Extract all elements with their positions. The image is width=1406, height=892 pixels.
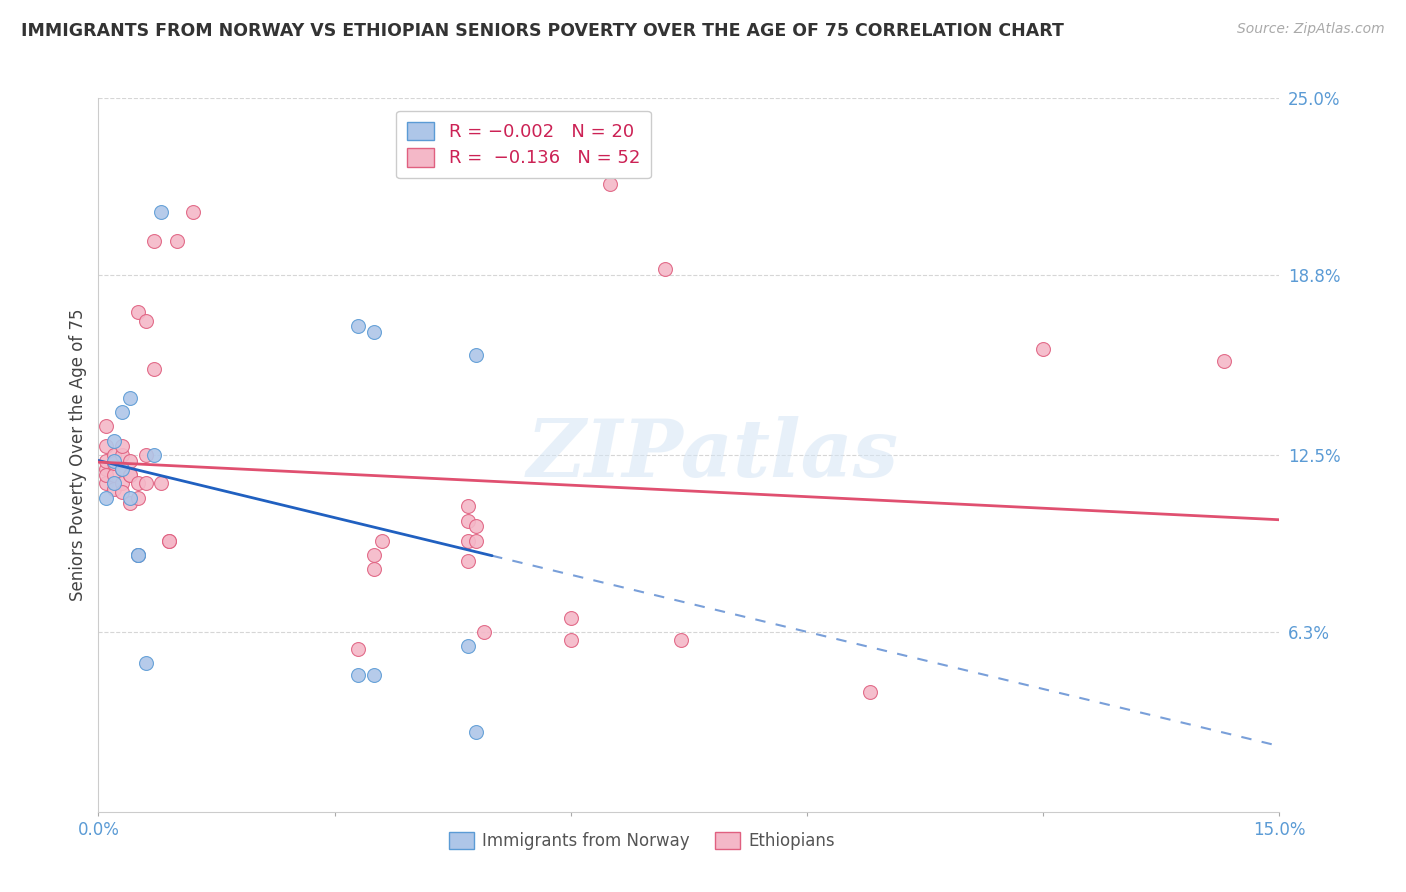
Point — [118, 496, 141, 510]
Point — [1213, 353, 1236, 368]
Point — [111, 448, 134, 462]
Point — [181, 205, 204, 219]
Point — [127, 548, 149, 562]
Point — [103, 448, 125, 462]
Point — [127, 305, 149, 319]
Point — [96, 476, 118, 491]
Point — [111, 462, 134, 476]
Point — [560, 633, 582, 648]
Point — [96, 453, 118, 467]
Point — [103, 476, 125, 491]
Point — [111, 462, 134, 476]
Point — [135, 476, 157, 491]
Point — [111, 405, 134, 419]
Point — [157, 533, 180, 548]
Point — [103, 434, 125, 448]
Point — [465, 533, 488, 548]
Point — [457, 639, 479, 653]
Point — [457, 533, 479, 548]
Point — [142, 362, 165, 376]
Point — [166, 234, 188, 248]
Point — [363, 325, 385, 339]
Point — [135, 657, 157, 671]
Point — [103, 457, 125, 471]
Point — [465, 348, 488, 362]
Point — [127, 548, 149, 562]
Point — [465, 519, 488, 533]
Point — [96, 491, 118, 505]
Point — [363, 548, 385, 562]
Point — [103, 467, 125, 482]
Point — [347, 319, 370, 334]
Y-axis label: Seniors Poverty Over the Age of 75: Seniors Poverty Over the Age of 75 — [69, 309, 87, 601]
Point — [363, 667, 385, 681]
Point — [457, 500, 479, 514]
Point — [111, 439, 134, 453]
Point — [560, 610, 582, 624]
Point — [135, 448, 157, 462]
Point — [371, 533, 394, 548]
Point — [96, 439, 118, 453]
Point — [150, 476, 173, 491]
Point — [347, 667, 370, 681]
Point — [118, 391, 141, 405]
Point — [127, 476, 149, 491]
Point — [347, 642, 370, 657]
Text: ZIPatlas: ZIPatlas — [526, 417, 898, 493]
Point — [96, 419, 118, 434]
Point — [457, 553, 479, 567]
Text: Source: ZipAtlas.com: Source: ZipAtlas.com — [1237, 22, 1385, 37]
Point — [859, 685, 882, 699]
Point — [103, 453, 125, 467]
Point — [472, 624, 495, 639]
Point — [465, 724, 488, 739]
Point — [142, 234, 165, 248]
Point — [669, 633, 692, 648]
Point — [127, 491, 149, 505]
Text: IMMIGRANTS FROM NORWAY VS ETHIOPIAN SENIORS POVERTY OVER THE AGE OF 75 CORRELATI: IMMIGRANTS FROM NORWAY VS ETHIOPIAN SENI… — [21, 22, 1064, 40]
Point — [118, 467, 141, 482]
Point — [96, 467, 118, 482]
Point — [135, 314, 157, 328]
Point — [103, 482, 125, 496]
Point — [118, 467, 141, 482]
Point — [157, 533, 180, 548]
Point — [1032, 343, 1054, 357]
Point — [142, 448, 165, 462]
Point — [118, 491, 141, 505]
Point — [96, 462, 118, 476]
Point — [654, 262, 676, 277]
Point — [150, 205, 173, 219]
Point — [599, 177, 621, 191]
Point — [363, 562, 385, 576]
Legend: Immigrants from Norway, Ethiopians: Immigrants from Norway, Ethiopians — [441, 825, 841, 857]
Point — [111, 485, 134, 500]
Point — [127, 548, 149, 562]
Point — [111, 476, 134, 491]
Point — [118, 453, 141, 467]
Point — [457, 514, 479, 528]
